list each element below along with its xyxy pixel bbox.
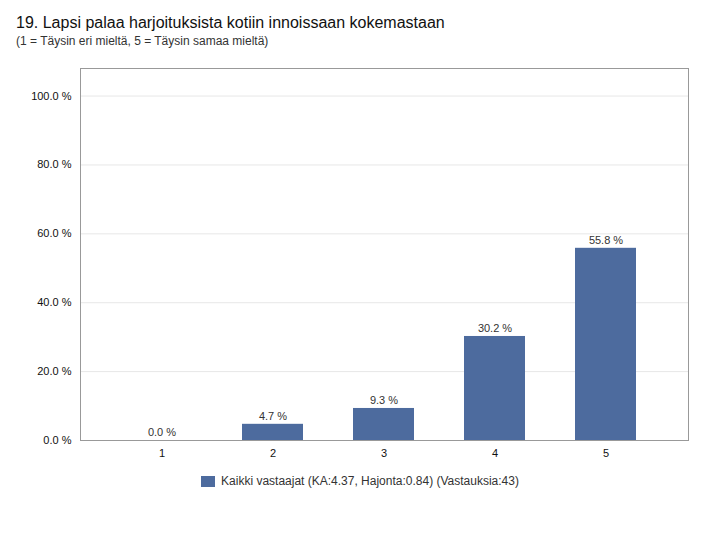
svg-text:3: 3 [381,447,387,459]
svg-text:2: 2 [270,447,276,459]
svg-text:55.8 %: 55.8 % [589,234,623,246]
svg-text:4: 4 [492,447,498,459]
svg-text:60.0 %: 60.0 % [37,227,71,239]
html-text:19. Lapsi palaa harjoituksista: 19. Lapsi palaa harjoituksista kotiin in… [16,14,445,31]
html-text:(1 = Täysin eri mieltä, 5 = Tä: (1 = Täysin eri mieltä, 5 = Täysin samaa… [16,34,269,48]
svg-text:5: 5 [603,447,609,459]
svg-text:9.3 %: 9.3 % [370,394,398,406]
svg-text:30.2 %: 30.2 % [478,322,512,334]
svg-text:1: 1 [159,447,165,459]
svg-text:40.0 %: 40.0 % [37,296,71,308]
svg-text:80.0 %: 80.0 % [37,158,71,170]
svg-text:20.0 %: 20.0 % [37,365,71,377]
svg-text:100.0 %: 100.0 % [31,90,72,102]
svg-text:4.7 %: 4.7 % [259,410,287,422]
html-text:Kaikki vastaajat (KA:4.37, Haj: Kaikki vastaajat (KA:4.37, Hajonta:0.84)… [221,474,519,488]
svg-text:0.0 %: 0.0 % [148,426,176,438]
svg-text:0.0 %: 0.0 % [43,434,71,446]
